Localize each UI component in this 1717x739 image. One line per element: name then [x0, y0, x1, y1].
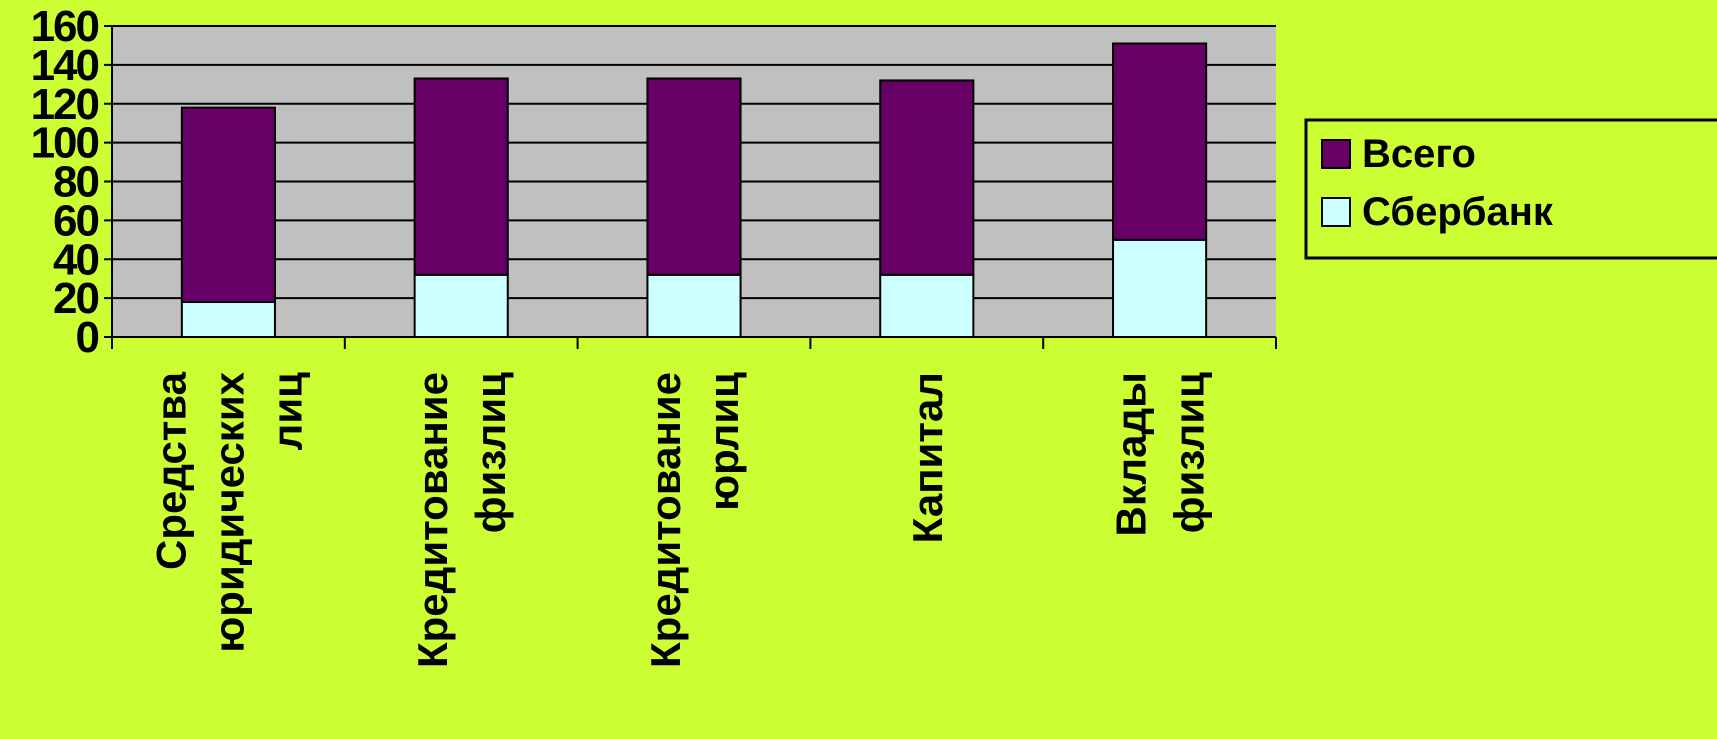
y-tick-label: 140 [31, 41, 99, 90]
x-category-label: физлиц [1166, 372, 1213, 533]
y-tick-label: 60 [53, 196, 98, 245]
legend-label: Всего [1362, 132, 1476, 176]
legend-box [1304, 118, 1717, 260]
bars [180, 42, 1208, 339]
x-category-label: Капитал [904, 372, 951, 543]
y-tick-label: 0 [76, 313, 99, 362]
y-tick-label: 80 [53, 158, 98, 207]
bar-sberbank [879, 273, 975, 338]
legend: Всего Сбербанк [1304, 118, 1717, 260]
bar-sberbank [646, 273, 742, 338]
y-tick-label: 100 [31, 119, 99, 168]
bar-sberbank [413, 273, 509, 338]
axes [104, 25, 1277, 349]
legend-swatch [1321, 197, 1351, 227]
bar-sberbank [1112, 238, 1208, 338]
bar-vsego [879, 79, 975, 276]
x-category-label: физлиц [467, 372, 514, 533]
y-tick-label: 120 [31, 80, 99, 129]
y-tick-label: 160 [31, 2, 99, 51]
bar-vsego [180, 106, 276, 304]
y-tick-label: 20 [53, 274, 98, 323]
x-category-label: лиц [263, 372, 310, 451]
bar-vsego [1112, 42, 1208, 241]
x-category-label: Кредитование [642, 372, 689, 668]
bar-vsego [413, 77, 509, 276]
legend-label: Сбербанк [1362, 190, 1554, 234]
x-category-label: Средства [147, 371, 194, 570]
bar-sberbank [180, 301, 276, 339]
y-tick-label: 40 [53, 235, 98, 284]
x-category-label: юрлиц [700, 372, 747, 511]
x-category-label: юридических [205, 371, 252, 652]
x-category-label: Кредитование [409, 372, 456, 668]
legend-swatch [1321, 139, 1351, 169]
bar-vsego [646, 77, 742, 276]
x-category-labels: Средства юридических лиц Кредитование физлиц… [147, 371, 1212, 668]
x-category-label: Вклады [1108, 372, 1155, 536]
